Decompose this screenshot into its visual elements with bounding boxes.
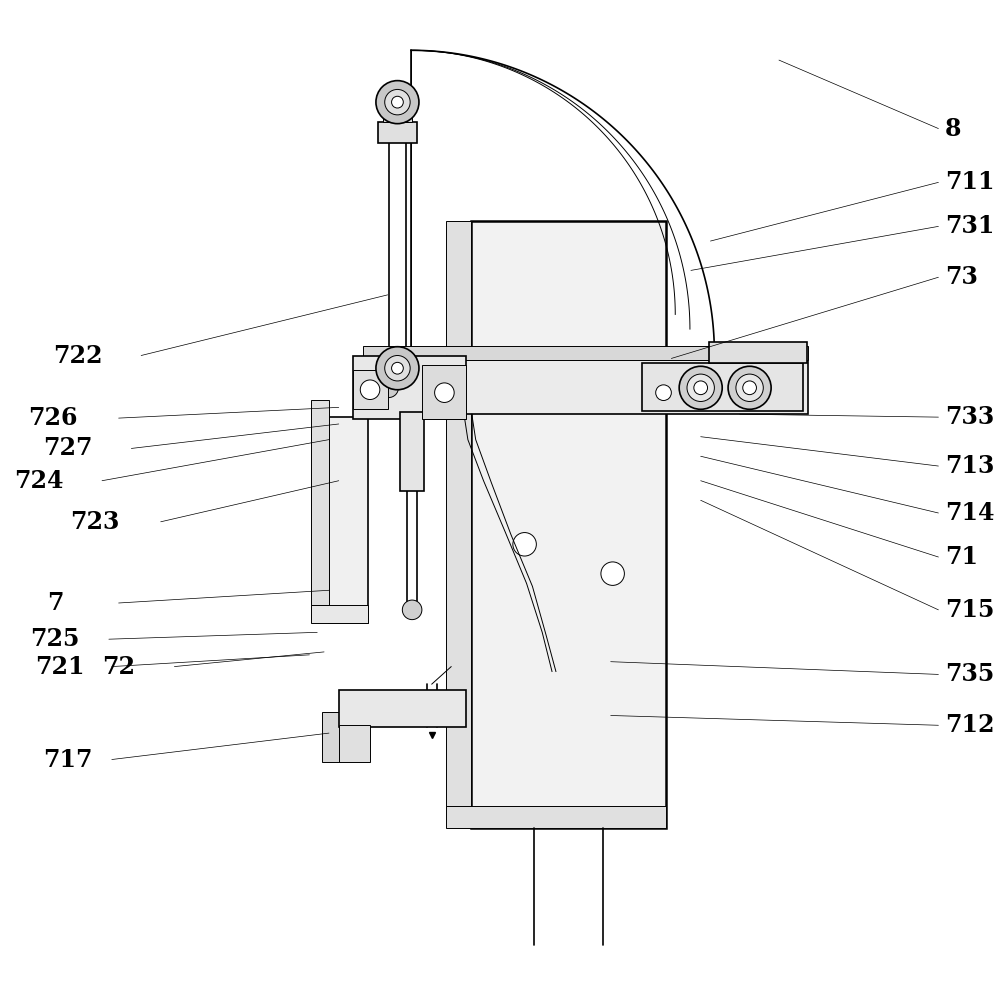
Text: 726: 726 bbox=[28, 406, 77, 430]
Circle shape bbox=[728, 366, 771, 409]
Text: 727: 727 bbox=[43, 437, 93, 460]
Bar bbox=[339, 690, 466, 727]
Text: 7: 7 bbox=[47, 591, 64, 615]
Bar bbox=[311, 605, 368, 623]
Bar bbox=[378, 122, 417, 143]
Text: 72: 72 bbox=[102, 654, 135, 679]
Circle shape bbox=[656, 385, 671, 400]
Circle shape bbox=[360, 380, 380, 399]
Bar bbox=[383, 110, 412, 122]
Circle shape bbox=[402, 600, 422, 620]
Bar bbox=[353, 370, 388, 409]
Circle shape bbox=[385, 355, 410, 381]
Text: 713: 713 bbox=[945, 454, 995, 478]
Bar bbox=[329, 417, 368, 623]
Text: 715: 715 bbox=[945, 597, 995, 622]
Bar bbox=[311, 399, 329, 605]
Circle shape bbox=[679, 366, 722, 409]
Bar bbox=[446, 806, 666, 828]
Bar bbox=[363, 360, 808, 414]
Bar bbox=[368, 367, 461, 406]
Circle shape bbox=[687, 374, 714, 401]
Circle shape bbox=[385, 89, 410, 115]
Text: 731: 731 bbox=[945, 215, 995, 238]
Text: 73: 73 bbox=[945, 265, 978, 289]
Bar bbox=[353, 355, 466, 419]
Circle shape bbox=[379, 378, 398, 397]
Text: 714: 714 bbox=[945, 501, 995, 525]
Bar bbox=[400, 412, 424, 490]
Circle shape bbox=[694, 381, 708, 394]
Text: 712: 712 bbox=[945, 713, 995, 738]
Bar bbox=[471, 222, 666, 828]
Bar bbox=[709, 341, 807, 363]
Circle shape bbox=[736, 374, 763, 401]
Text: 722: 722 bbox=[53, 343, 103, 368]
Text: 725: 725 bbox=[31, 627, 80, 651]
Circle shape bbox=[392, 96, 403, 108]
Circle shape bbox=[601, 562, 624, 586]
Bar bbox=[339, 725, 370, 762]
Bar bbox=[363, 345, 808, 360]
Bar bbox=[322, 711, 340, 762]
Text: 717: 717 bbox=[43, 748, 93, 771]
Text: 733: 733 bbox=[945, 405, 994, 429]
Text: 711: 711 bbox=[945, 171, 995, 194]
Circle shape bbox=[376, 80, 419, 124]
Text: 8: 8 bbox=[945, 117, 962, 140]
Circle shape bbox=[435, 383, 454, 402]
Bar bbox=[642, 363, 803, 411]
Bar bbox=[371, 373, 405, 402]
Bar bbox=[422, 365, 466, 419]
Text: 721: 721 bbox=[36, 654, 85, 679]
Bar bbox=[446, 222, 471, 808]
Text: 71: 71 bbox=[945, 545, 978, 569]
Text: 724: 724 bbox=[14, 469, 63, 492]
Text: 723: 723 bbox=[70, 510, 119, 534]
Circle shape bbox=[392, 362, 403, 374]
Circle shape bbox=[376, 346, 419, 389]
Text: 735: 735 bbox=[945, 662, 994, 687]
Circle shape bbox=[743, 381, 756, 394]
Circle shape bbox=[513, 533, 536, 556]
